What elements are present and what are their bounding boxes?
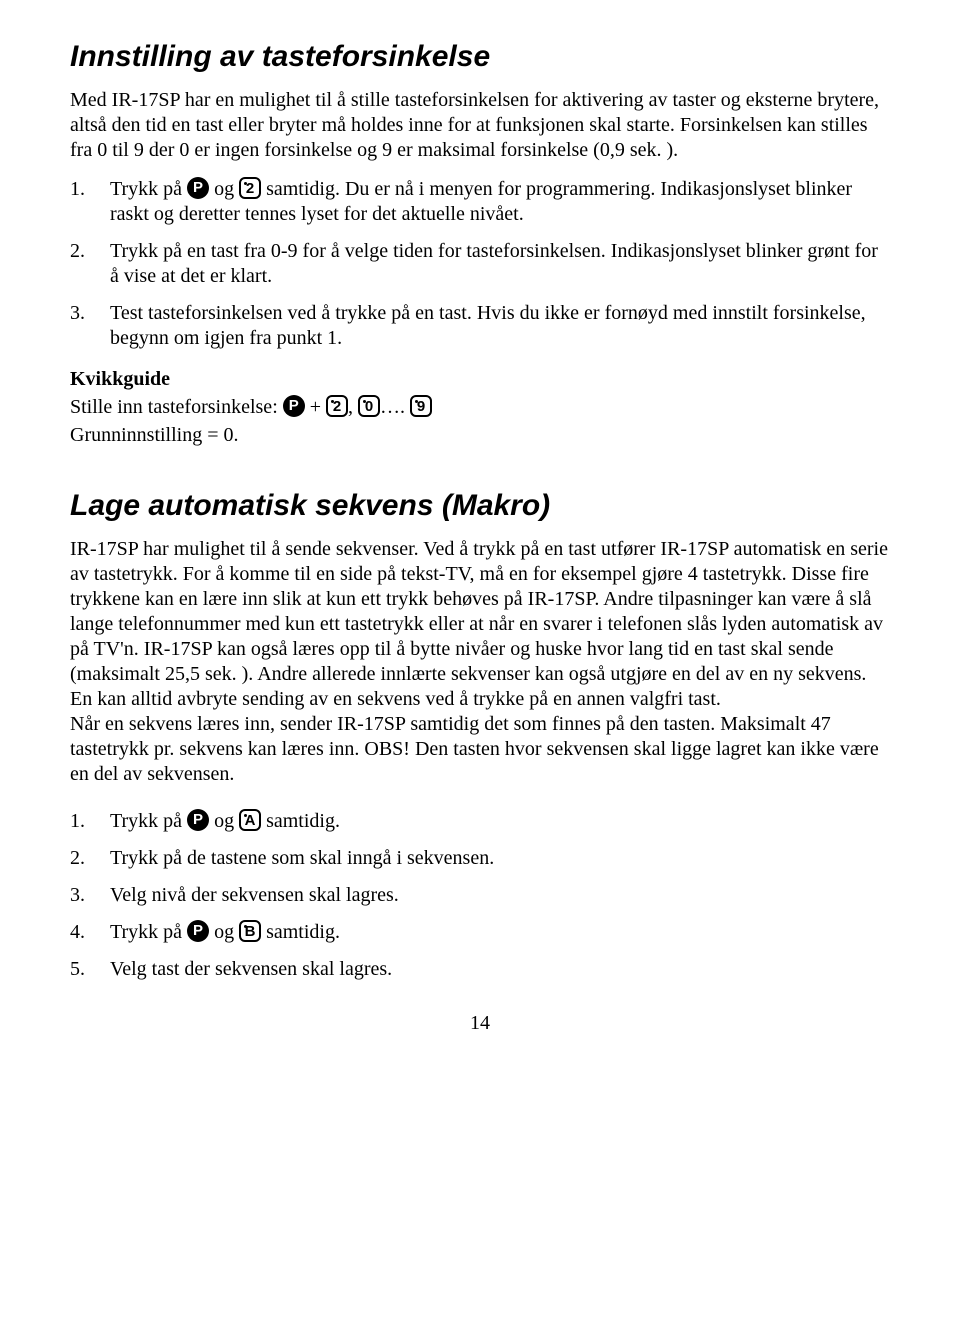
key-9-icon: 9 [410,395,432,417]
kvikk-text: Stille inn tasteforsinkelse: [70,396,283,418]
kvikk-text: + [305,396,326,418]
key-a-icon: A [239,809,261,831]
step-2: 2. Trykk på de tastene som skal inngå i … [70,846,890,871]
document-page: Innstilling av tasteforsinkelse Med IR-1… [0,0,960,1075]
step-number: 3. [70,883,85,908]
step-4: 4. Trykk på P og B samtidig. [70,920,890,945]
kvikk-text: …. [380,396,410,418]
step-text: Test tasteforsinkelsen ved å trykke på e… [110,302,866,349]
step-1: 1. Trykk på P og 2 samtidig. Du er nå i … [70,177,890,227]
step-3: 3. Test tasteforsinkelsen ved å trykke p… [70,301,890,351]
intro-paragraph-1: Med IR-17SP har en mulighet til å stille… [70,88,890,163]
kvikkguide-block: Kvikkguide Stille inn tasteforsinkelse: … [70,365,890,449]
step-text: og [209,921,239,943]
step-3: 3. Velg nivå der sekvensen skal lagres. [70,883,890,908]
key-2-icon: 2 [326,395,348,417]
step-text: samtidig. [261,921,340,943]
heading-tasteforsinkelse: Innstilling av tasteforsinkelse [70,40,890,74]
kvikkguide-label: Kvikkguide [70,365,890,393]
step-text: Trykk på [110,921,187,943]
step-number: 1. [70,177,85,202]
step-number: 5. [70,957,85,982]
step-text: og [209,178,239,200]
p-icon: P [283,395,305,417]
step-text: og [209,810,239,832]
step-text: Velg tast der sekvensen skal lagres. [110,958,392,980]
step-text: Trykk på [110,810,187,832]
key-b-icon: B [239,920,261,942]
intro-paragraph-2: IR-17SP har mulighet til å sende sekvens… [70,537,890,787]
step-number: 2. [70,846,85,871]
kvikkguide-line: Stille inn tasteforsinkelse: P + 2, 0…. … [70,393,890,421]
key-0-icon: 0 [358,395,380,417]
p-icon: P [187,809,209,831]
step-text: samtidig. [261,810,340,832]
step-text: Trykk på [110,178,187,200]
p-icon: P [187,920,209,942]
step-number: 4. [70,920,85,945]
step-text: Trykk på en tast fra 0-9 for å velge tid… [110,240,878,287]
step-text: Trykk på de tastene som skal inngå i sek… [110,847,494,869]
step-5: 5. Velg tast der sekvensen skal lagres. [70,957,890,982]
page-number: 14 [70,1012,890,1035]
step-number: 2. [70,239,85,264]
step-number: 3. [70,301,85,326]
step-number: 1. [70,809,85,834]
grunninnstilling-line: Grunninnstilling = 0. [70,421,890,449]
step-2: 2. Trykk på en tast fra 0-9 for å velge … [70,239,890,289]
p-icon: P [187,177,209,199]
kvikk-text: , [348,396,358,418]
heading-makro: Lage automatisk sekvens (Makro) [70,489,890,523]
step-1: 1. Trykk på P og A samtidig. [70,809,890,834]
steps-list-2: 1. Trykk på P og A samtidig. 2. Trykk på… [70,809,890,982]
step-text: Velg nivå der sekvensen skal lagres. [110,884,399,906]
key-2-icon: 2 [239,177,261,199]
steps-list-1: 1. Trykk på P og 2 samtidig. Du er nå i … [70,177,890,351]
